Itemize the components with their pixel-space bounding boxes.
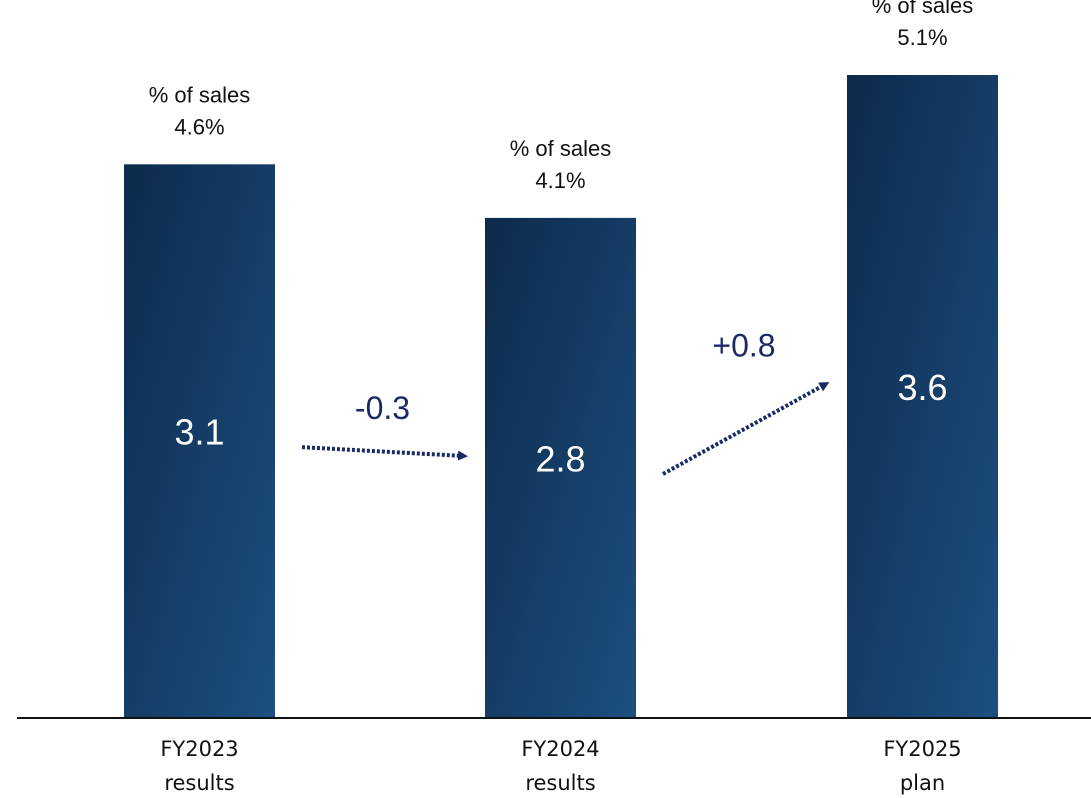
labels-layer: 3.1 % of sales 4.6% 2.8 % of sales 4.1% 3.6 % o… bbox=[149, 0, 974, 479]
change-label-2: +0.8 bbox=[712, 328, 775, 364]
category-label-2: FY2024 bbox=[521, 737, 599, 761]
category-labels: FY2023 results FY2024 results FY2025 plan bbox=[160, 737, 961, 795]
bars-layer bbox=[124, 75, 998, 719]
category-label-3: FY2025 bbox=[883, 737, 961, 761]
bar-3 bbox=[847, 75, 998, 719]
change-arrow-2 bbox=[662, 382, 830, 476]
bar-value-label-3: 3.6 bbox=[897, 367, 947, 408]
bar-1 bbox=[124, 164, 275, 718]
category-sublabel-3: plan bbox=[900, 771, 945, 795]
category-sublabel-1: results bbox=[164, 771, 234, 795]
pct-of-sales-label-1: % of sales bbox=[149, 82, 251, 107]
arrows-layer: -0.3 +0.8 bbox=[301, 328, 830, 476]
bar-2 bbox=[485, 217, 636, 718]
pct-of-sales-value-3: 5.1% bbox=[897, 25, 947, 50]
pct-of-sales-label-2: % of sales bbox=[510, 136, 612, 161]
change-arrow-1 bbox=[301, 445, 468, 461]
bar-value-label-1: 3.1 bbox=[174, 412, 224, 453]
change-label-1: -0.3 bbox=[355, 390, 410, 426]
pct-of-sales-label-3: % of sales bbox=[872, 0, 974, 18]
bar-value-label-2: 2.8 bbox=[535, 438, 585, 479]
pct-of-sales-value-1: 4.6% bbox=[174, 114, 224, 139]
pct-of-sales-value-2: 4.1% bbox=[535, 168, 585, 193]
category-label-1: FY2023 bbox=[160, 737, 238, 761]
category-sublabel-2: results bbox=[525, 771, 595, 795]
